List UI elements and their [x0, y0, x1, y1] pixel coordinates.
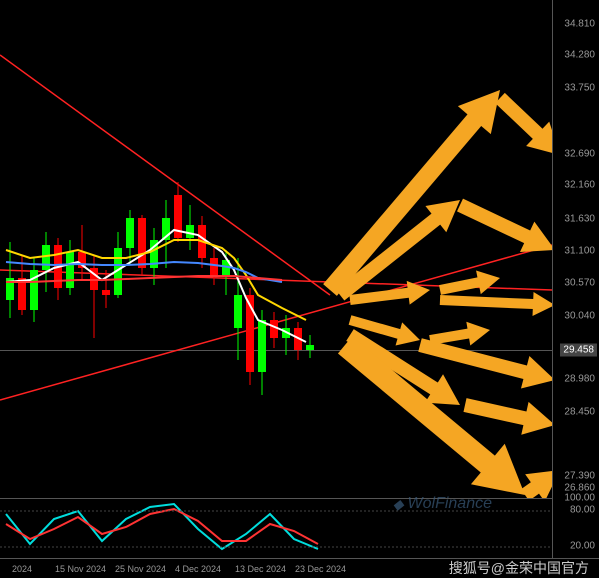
price-label: 33.750	[564, 83, 595, 94]
price-label: 31.630	[564, 214, 595, 225]
diamond-icon: ◆	[393, 496, 404, 513]
chart-svg	[0, 0, 552, 498]
indicator-label: 80.00	[570, 505, 595, 516]
indicator-label: 26.860	[564, 483, 595, 494]
indicator-label: 100.00	[564, 493, 595, 504]
price-chart[interactable]	[0, 0, 552, 498]
price-label: 30.570	[564, 278, 595, 289]
attribution-text: 搜狐号@金荣中国官方	[449, 558, 589, 578]
price-label: 31.100	[564, 246, 595, 257]
indicator-label: 20.00	[570, 541, 595, 552]
price-label: 32.160	[564, 180, 595, 191]
price-label: 32.690	[564, 149, 595, 160]
time-label: 4 Dec 2024	[175, 564, 221, 574]
price-label: 34.810	[564, 19, 595, 30]
watermark-text: WolFinance	[408, 495, 492, 513]
price-label: 27.390	[564, 471, 595, 482]
price-label: 29.458	[560, 344, 597, 357]
price-label: 30.040	[564, 311, 595, 322]
price-label: 34.280	[564, 50, 595, 61]
brand-watermark: ◆ WolFinance	[393, 495, 492, 513]
time-label: 23 Dec 2024	[295, 564, 346, 574]
price-axis: 34.810 34.280 33.750 32.690 32.160 31.630 31.1…	[552, 0, 599, 498]
time-label: 25 Nov 2024	[115, 564, 166, 574]
indicator-panel[interactable]: ◆ WolFinance	[0, 498, 552, 558]
price-label: 28.450	[564, 407, 595, 418]
time-label: 15 Nov 2024	[55, 564, 106, 574]
indicator-axis: 100.0080.0026.86020.00	[552, 498, 599, 558]
price-label: 28.980	[564, 374, 595, 385]
time-label: 13 Dec 2024	[235, 564, 286, 574]
time-label: 2024	[12, 564, 32, 574]
